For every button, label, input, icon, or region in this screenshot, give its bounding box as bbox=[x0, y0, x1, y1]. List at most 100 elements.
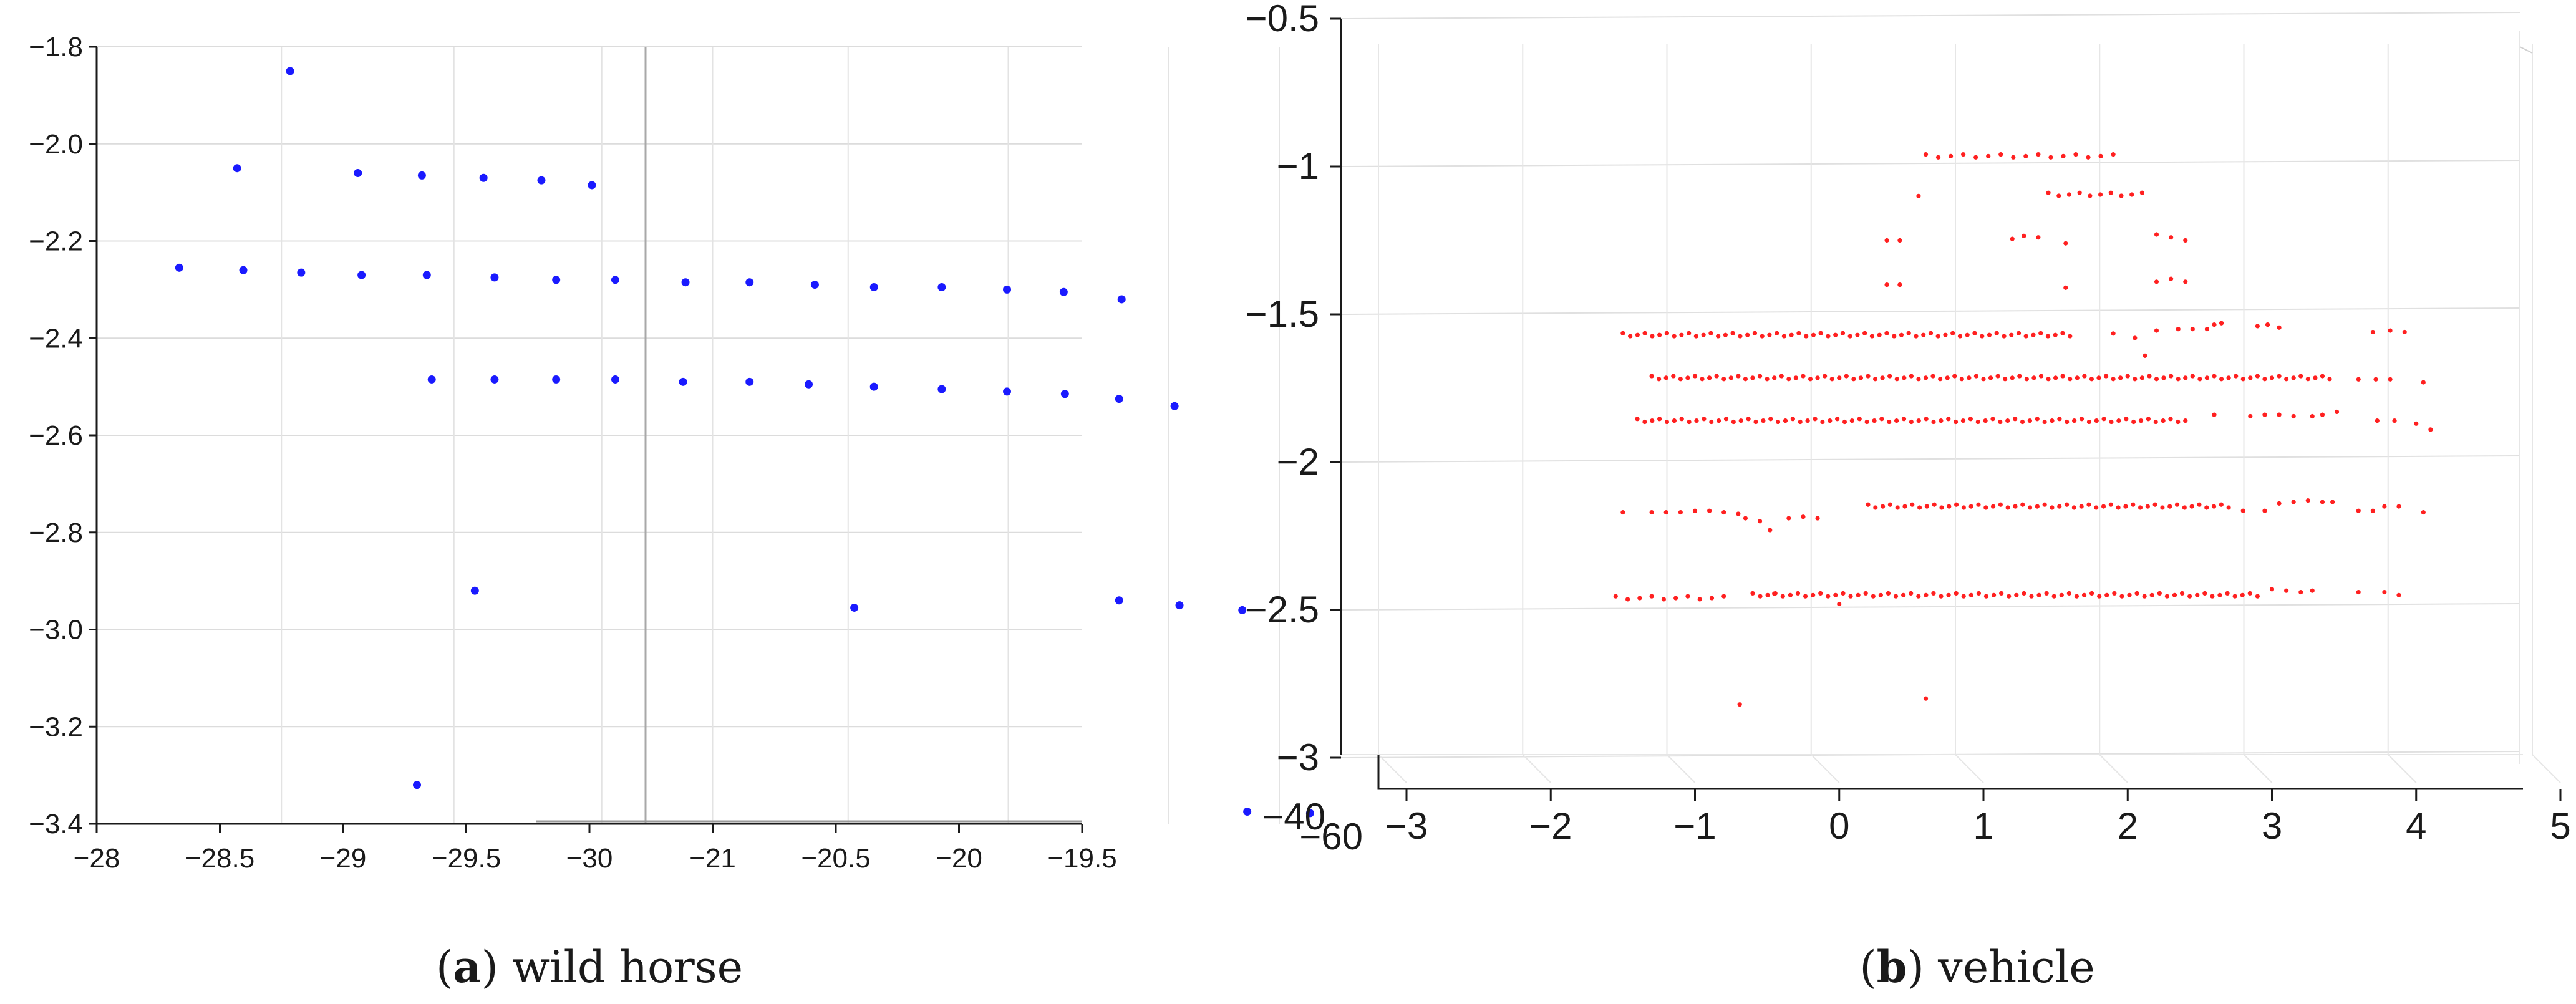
panel-b-data-point bbox=[1620, 331, 1625, 335]
panel-b-data-point bbox=[2077, 190, 2082, 195]
panel-b-data-point bbox=[2240, 592, 2245, 597]
panel-b-data-point bbox=[1663, 509, 1668, 515]
panel-b-data-point bbox=[2169, 374, 2174, 379]
panel-b-data-point bbox=[2183, 238, 2188, 243]
panel-b-data-point bbox=[2013, 504, 2018, 509]
panel-b-data-point bbox=[2005, 418, 2010, 423]
panel-a-x-tick-label: −21 bbox=[689, 843, 736, 874]
panel-b-data-point bbox=[2327, 377, 2332, 382]
panel-b-data-point bbox=[2038, 331, 2043, 335]
panel-b-data-point bbox=[1694, 418, 1699, 423]
panel-b-x-tick-label: 1 bbox=[1973, 805, 1993, 847]
panel-a-data-point bbox=[611, 375, 619, 384]
panel-b-data-point bbox=[1873, 505, 1878, 510]
panel-b-data-point bbox=[1692, 508, 1698, 513]
panel-b-data-point bbox=[1935, 334, 1940, 339]
panel-b-data-point bbox=[1967, 375, 1972, 380]
panel-b-data-point bbox=[2042, 419, 2047, 425]
panel-b-data-point bbox=[2027, 418, 2032, 423]
panel-b-gridline bbox=[1666, 754, 1696, 783]
panel-b-data-point bbox=[1988, 375, 1993, 380]
panel-b-data-point bbox=[1760, 334, 1765, 339]
panel-b-data-point bbox=[1692, 374, 1698, 379]
panel-b-data-point bbox=[2079, 504, 2084, 509]
panel-b-gridline bbox=[2388, 754, 2417, 783]
panel-b-data-point bbox=[1750, 375, 1755, 380]
panel-b-caption-letter: b bbox=[1877, 941, 1907, 993]
panel-b-data-point bbox=[2133, 335, 2138, 340]
panel-b-data-point bbox=[1823, 374, 1828, 379]
panel-b-data-point bbox=[2176, 419, 2181, 425]
panel-b-data-point bbox=[2145, 504, 2150, 509]
panel-b-data-point bbox=[1906, 331, 1911, 335]
panel-b-data-point bbox=[2161, 375, 2166, 380]
panel-b-data-point bbox=[2108, 190, 2113, 195]
panel-b-data-point bbox=[2118, 375, 2123, 380]
panel-b-data-point bbox=[2089, 591, 2094, 596]
panel-b-gridline bbox=[1340, 12, 2520, 19]
panel-b-data-point bbox=[1954, 419, 1959, 425]
panel-b-data-point bbox=[1780, 594, 1785, 599]
panel-b-data-point bbox=[2219, 502, 2224, 507]
panel-b-data-point bbox=[1871, 594, 1876, 599]
panel-b-data-point bbox=[2262, 377, 2267, 382]
panel-b-data-point bbox=[1663, 375, 1668, 380]
panel-b-data-point bbox=[1924, 504, 1929, 509]
panel-b-data-point bbox=[2291, 500, 2296, 504]
panel-b-data-point bbox=[2044, 591, 2049, 596]
panel-b-data-point bbox=[1923, 696, 1929, 701]
panel-b-data-point bbox=[2081, 592, 2087, 597]
panel-b-data-point bbox=[1750, 591, 1755, 596]
panel-b-data-point bbox=[2036, 152, 2041, 157]
panel-b-data-point bbox=[2154, 328, 2159, 333]
panel-b-data-point bbox=[1987, 332, 1992, 337]
panel-a-data-point bbox=[937, 282, 946, 291]
panel-b-data-point bbox=[2226, 505, 2231, 510]
panel-b-data-point bbox=[2291, 413, 2296, 419]
panel-b-data-point bbox=[1976, 591, 1982, 596]
panel-b-data-point bbox=[1793, 375, 1798, 380]
panel-b-data-point bbox=[2109, 419, 2114, 425]
panel-b-data-point bbox=[1902, 375, 1907, 380]
panel-b-data-point bbox=[1790, 417, 1795, 422]
panel-b-data-point bbox=[1973, 374, 1979, 379]
panel-b-data-point bbox=[2103, 374, 2109, 379]
panel-b-data-point bbox=[2094, 418, 2099, 423]
panel-b-data-point bbox=[2053, 332, 2058, 337]
panel-b-data-point bbox=[1664, 331, 1669, 335]
panel-b-data-point bbox=[1841, 591, 1846, 596]
panel-b-data-point bbox=[2248, 413, 2253, 419]
panel-b-data-point bbox=[1731, 419, 1736, 425]
panel-b-data-point bbox=[2176, 327, 2181, 332]
panel-a-data-point bbox=[354, 168, 362, 177]
panel-a-y-tick-label: −2.6 bbox=[29, 420, 83, 451]
panel-b-data-point bbox=[2310, 413, 2315, 419]
panel-b-data-point bbox=[1849, 418, 1854, 423]
panel-b-data-point bbox=[1707, 508, 1712, 513]
panel-b-data-point bbox=[1678, 377, 1683, 382]
panel-b-data-point bbox=[2125, 374, 2130, 379]
panel-b-data-point bbox=[1661, 597, 1666, 602]
panel-b-data-point bbox=[1939, 505, 1944, 510]
panel-b-data-point bbox=[2262, 412, 2267, 417]
panel-b-data-point bbox=[1717, 418, 1721, 423]
panel-b-data-point bbox=[1880, 375, 1885, 380]
panel-a-data-point bbox=[1243, 808, 1252, 816]
panel-b-data-point bbox=[2197, 377, 2202, 382]
panel-b-data-point bbox=[2305, 377, 2310, 382]
panel-b-data-point bbox=[1637, 596, 1642, 601]
panel-b-data-point bbox=[2046, 377, 2051, 382]
panel-b-data-point bbox=[2082, 374, 2087, 379]
panel-a-data-point bbox=[1060, 390, 1069, 398]
panel-b-data-point bbox=[2161, 418, 2166, 423]
panel-b-data-point bbox=[1961, 594, 1966, 599]
panel-b-data-point bbox=[2212, 374, 2217, 379]
panel-b-data-point bbox=[2421, 509, 2426, 515]
panel-b-data-point bbox=[2089, 377, 2094, 382]
panel-b-data-point bbox=[2104, 592, 2109, 597]
panel-b-data-point bbox=[2277, 325, 2282, 330]
panel-b-data-point bbox=[2146, 417, 2151, 422]
panel-b-gridline bbox=[1378, 754, 1407, 783]
panel-b-y-tick-label: −0.5 bbox=[1246, 0, 1319, 39]
panel-b-data-point bbox=[1924, 592, 1929, 597]
